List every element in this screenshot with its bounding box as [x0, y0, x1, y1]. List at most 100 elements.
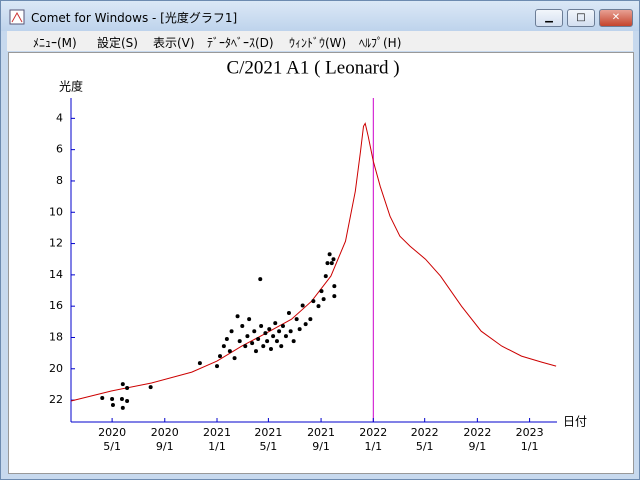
x-tick-label: 2023: [516, 426, 544, 439]
menu-bar: ﾒﾆｭｰ(M) 設定(S) 表示(V) ﾃﾞｰﾀﾍﾞｰｽ(D) ｳｨﾝﾄﾞｳ(W) ﾍﾙﾌ…: [7, 31, 633, 51]
observation: [243, 344, 248, 349]
observation: [245, 334, 250, 339]
window-title: Comet for Windows - [光度グラフ1]: [31, 11, 238, 25]
observation: [273, 321, 278, 326]
observation: [325, 261, 330, 266]
title-bar: Comet for Windows - [光度グラフ1] ▁ □ ✕: [1, 1, 639, 31]
observation: [256, 337, 261, 342]
observation: [224, 337, 229, 342]
y-tick-label: 14: [49, 268, 63, 281]
observation: [125, 399, 130, 404]
observation: [227, 349, 232, 354]
y-tick-label: 20: [49, 362, 63, 375]
y-tick-label: 8: [56, 174, 63, 187]
close-button[interactable]: ✕: [599, 9, 633, 27]
observation: [274, 339, 279, 344]
observation: [311, 299, 316, 304]
observation: [110, 396, 115, 401]
app-icon: [9, 9, 25, 25]
x-tick-label: 9/1: [156, 440, 174, 453]
y-tick-label: 22: [49, 393, 63, 406]
observation: [218, 354, 223, 359]
observation: [232, 356, 237, 361]
observation: [261, 344, 266, 349]
observation: [291, 339, 296, 344]
menu-item[interactable]: 表示(V): [153, 36, 195, 50]
observation: [237, 339, 242, 344]
observation: [119, 396, 124, 401]
observation: [215, 364, 220, 369]
observation: [288, 329, 293, 334]
x-tick-label: 2021: [203, 426, 231, 439]
minimize-button[interactable]: ▁: [535, 9, 563, 27]
menu-item[interactable]: ｳｨﾝﾄﾞｳ(W): [289, 36, 347, 50]
x-tick-label: 2021: [307, 426, 335, 439]
x-tick-label: 9/1: [469, 440, 487, 453]
y-tick-label: 10: [49, 205, 63, 218]
observation: [327, 252, 332, 257]
observation: [197, 361, 202, 366]
x-tick-label: 1/1: [208, 440, 226, 453]
menu-item[interactable]: ﾒﾆｭｰ(M): [33, 36, 77, 50]
observation: [240, 324, 245, 329]
observation: [258, 277, 263, 282]
x-tick-label: 2022: [411, 426, 439, 439]
observation: [316, 304, 321, 309]
observation: [294, 317, 299, 322]
y-tick-label: 16: [49, 299, 63, 312]
observation: [303, 322, 308, 327]
x-tick-label: 9/1: [312, 440, 330, 453]
observation: [319, 289, 324, 294]
x-tick-label: 1/1: [364, 440, 382, 453]
observation: [259, 324, 264, 329]
observation: [286, 311, 291, 316]
x-tick-label: 5/1: [103, 440, 121, 453]
y-tick-label: 4: [56, 111, 63, 124]
observation: [329, 261, 334, 266]
menu-item[interactable]: 設定(S): [97, 36, 138, 50]
observation: [300, 303, 305, 308]
chart-area: C/2021 A1 ( Leonard ) 光度 日付 4 6 8 10 12 14 16 18 20…: [8, 52, 634, 474]
x-tick-label: 2022: [463, 426, 491, 439]
menu-item[interactable]: ﾃﾞｰﾀﾍﾞｰｽ(D): [207, 36, 274, 50]
x-tick-label: 5/1: [416, 440, 434, 453]
observation: [235, 314, 240, 319]
observation: [110, 402, 115, 407]
x-tick-label: 2022: [359, 426, 387, 439]
x-tick-label: 2021: [254, 426, 282, 439]
light-curve: [70, 122, 557, 402]
x-tick-label: 2020: [151, 426, 179, 439]
observation: [331, 257, 336, 262]
observation: [221, 344, 226, 349]
observation: [283, 334, 288, 339]
observation: [120, 382, 125, 387]
observation: [120, 405, 125, 410]
observation: [148, 385, 153, 390]
y-tick-label: 6: [56, 143, 63, 156]
observation: [323, 274, 328, 279]
observation: [247, 317, 252, 322]
observation: [265, 339, 270, 344]
observation: [100, 396, 105, 401]
maximize-button[interactable]: □: [567, 9, 595, 27]
x-tick-label: 1/1: [521, 440, 539, 453]
x-tick-label: 2020: [98, 426, 126, 439]
observation: [308, 317, 313, 322]
observation: [263, 331, 268, 336]
observation: [332, 284, 337, 289]
observation: [229, 329, 234, 334]
observation: [268, 347, 273, 352]
observation: [277, 329, 282, 334]
observation: [332, 294, 337, 299]
observation: [279, 344, 284, 349]
y-tick-label: 12: [49, 237, 63, 250]
observation: [250, 341, 255, 346]
chart-title: C/2021 A1 ( Leonard ): [226, 57, 399, 78]
observation: [253, 349, 258, 354]
observation: [280, 324, 285, 329]
y-tick-label: 18: [49, 330, 63, 343]
menu-item[interactable]: ﾍﾙﾌﾟ(H): [359, 36, 402, 50]
observation: [271, 334, 276, 339]
